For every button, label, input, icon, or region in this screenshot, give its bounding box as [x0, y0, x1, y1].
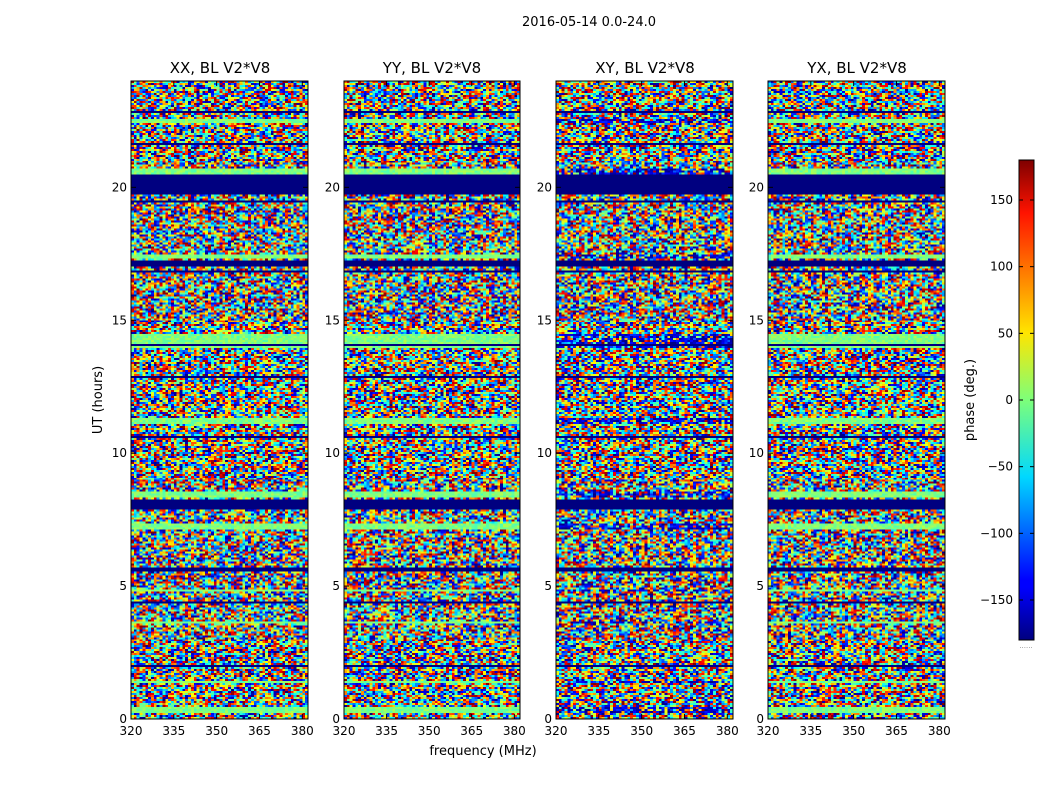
x-tick-label: 350	[630, 724, 653, 738]
y-tick-label: 15	[537, 313, 552, 327]
panel-yy: YY, BL V2*V8 0 5 10 15 20 320 335 350 365 380	[325, 59, 526, 738]
colorbar-tick-label: 50	[998, 326, 1013, 340]
plot-frame-xx	[130, 80, 309, 720]
colorbar-tick-label: 150	[990, 193, 1013, 207]
colorbar-tick-label: −150	[980, 593, 1013, 607]
x-axis-label: frequency (MHz)	[429, 744, 536, 759]
colorbar-label: phase (deg.)	[963, 359, 978, 441]
x-tick-label: 320	[333, 724, 356, 738]
x-axis-yx: 320 335 350 365 380	[757, 81, 951, 738]
x-tick-label: 380	[503, 724, 526, 738]
y-tick-label: 5	[332, 579, 340, 593]
y-tick-label: 20	[537, 180, 552, 194]
plot-frame-xy	[555, 80, 734, 720]
panel-title-yy: YY, BL V2*V8	[382, 59, 481, 77]
heatmap-image-xx	[131, 81, 308, 719]
x-tick-label: 320	[757, 724, 780, 738]
y-axis-yy: 0 5 10 15 20	[325, 180, 520, 726]
y-axis-label: UT (hours)	[91, 366, 106, 434]
y-tick-label: 0	[756, 712, 764, 726]
y-tick-label: 10	[749, 446, 764, 460]
y-axis-xy: 0 5 10 15 20	[537, 180, 733, 726]
y-tick-label: 15	[325, 313, 340, 327]
colorbar-tick-label: −100	[980, 526, 1013, 540]
x-tick-label: 380	[928, 724, 951, 738]
heatmap-xy	[556, 81, 733, 719]
x-axis-yy: 320 335 350 365 380	[333, 81, 526, 738]
panel-xx: XX, BL V2*V8 0 5 10 15 20 320 335 350 365 380	[112, 59, 314, 738]
y-tick-label: 0	[544, 712, 552, 726]
y-tick-label: 15	[112, 313, 127, 327]
y-tick-label: 15	[749, 313, 764, 327]
y-tick-label: 0	[119, 712, 127, 726]
y-tick-label: 0	[332, 712, 340, 726]
x-tick-label: 365	[248, 724, 271, 738]
heatmap-image-yy	[344, 81, 520, 719]
heatmap-yy	[344, 81, 520, 719]
y-axis-yx: 0 5 10 15 20	[749, 180, 945, 726]
panel-title-yx: YX, BL V2*V8	[806, 59, 907, 77]
colorbar-footer: ......	[1019, 642, 1032, 650]
x-tick-label: 365	[673, 724, 696, 738]
panel-xy: XY, BL V2*V8 0 5 10 15 20 320 335 350 365 380	[537, 59, 739, 738]
x-tick-label: 350	[842, 724, 865, 738]
panel-title-xy: XY, BL V2*V8	[595, 59, 695, 77]
x-tick-label: 335	[162, 724, 185, 738]
plot-frame-yy	[343, 80, 521, 720]
x-tick-label: 380	[291, 724, 314, 738]
x-tick-label: 365	[885, 724, 908, 738]
y-tick-label: 5	[119, 579, 127, 593]
y-tick-label: 5	[756, 579, 764, 593]
y-tick-label: 20	[325, 180, 340, 194]
colorbar-tick-label: 100	[990, 260, 1013, 274]
x-axis-xy: 320 335 350 365 380	[545, 81, 739, 738]
x-tick-label: 350	[418, 724, 441, 738]
x-tick-label: 335	[375, 724, 398, 738]
y-tick-label: 10	[112, 446, 127, 460]
colorbar-tick-label: −50	[988, 460, 1013, 474]
heatmap-yx	[768, 81, 945, 719]
x-tick-label: 335	[799, 724, 822, 738]
plot-frame-yx	[767, 80, 946, 720]
heatmap-xx	[131, 81, 308, 719]
colorbar: 150 100 50 0 −50 −100 −150 phase (deg.) ......	[963, 159, 1035, 650]
x-axis-xx: 320 335 350 365 380	[120, 81, 314, 738]
y-tick-label: 20	[112, 180, 127, 194]
colorbar-tick-label: 0	[1005, 393, 1013, 407]
panel-yx: YX, BL V2*V8 0 5 10 15 20 320 335 350 365 380	[749, 59, 951, 738]
y-tick-label: 20	[749, 180, 764, 194]
x-tick-label: 365	[460, 724, 483, 738]
panel-title-xx: XX, BL V2*V8	[170, 59, 271, 77]
x-tick-label: 335	[587, 724, 610, 738]
y-tick-label: 10	[537, 446, 552, 460]
colorbar-ticks: 150 100 50 0 −50 −100 −150	[980, 193, 1034, 607]
x-tick-label: 320	[545, 724, 568, 738]
figure-suptitle: 2016-05-14 0.0-24.0	[522, 15, 656, 30]
y-axis-xx: 0 5 10 15 20	[112, 180, 308, 726]
heatmap-image-yx	[768, 81, 945, 719]
x-tick-label: 350	[205, 724, 228, 738]
heatmap-image-xy	[556, 81, 733, 719]
x-tick-label: 320	[120, 724, 143, 738]
y-tick-label: 10	[325, 446, 340, 460]
x-tick-label: 380	[716, 724, 739, 738]
y-tick-label: 5	[544, 579, 552, 593]
